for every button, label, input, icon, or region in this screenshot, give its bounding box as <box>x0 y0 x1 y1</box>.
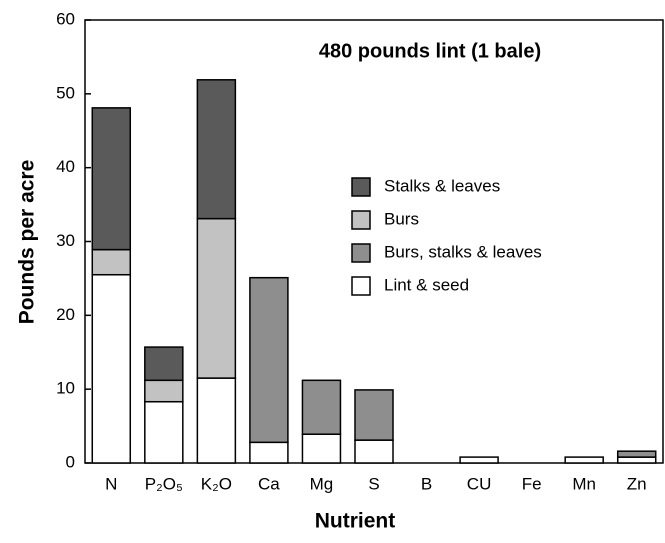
bar-segment <box>91 107 132 251</box>
bar-segment <box>196 377 237 464</box>
bar-segment <box>354 389 394 441</box>
bar-segment <box>616 450 657 458</box>
bar-segment <box>564 456 604 464</box>
bar-segment <box>249 441 289 464</box>
bar-segment <box>91 248 132 276</box>
bar-segment <box>249 276 289 444</box>
y-tick-label: 60 <box>56 9 75 28</box>
x-tick-label: Mg <box>310 474 334 493</box>
legend-label: Lint & seed <box>384 275 469 294</box>
x-tick-label: K₂O <box>201 474 232 493</box>
bar-segment <box>144 379 184 403</box>
y-tick-label: 40 <box>56 157 75 176</box>
legend-label: Stalks & leaves <box>384 176 500 195</box>
x-tick-label: P₂O₅ <box>145 474 183 493</box>
bar-segment <box>196 79 237 220</box>
bar-segment <box>91 273 132 464</box>
bar-segment <box>144 400 184 464</box>
legend-label: Burs, stalks & leaves <box>384 242 542 261</box>
bar-segment <box>301 433 342 464</box>
y-tick-label: 0 <box>66 452 75 471</box>
legend-swatch <box>351 177 371 197</box>
chart-title: 480 pounds lint (1 bale) <box>319 40 541 62</box>
bar-segment <box>301 379 342 435</box>
legend-swatch <box>351 276 371 296</box>
bar-segment <box>354 439 394 464</box>
x-tick-label: S <box>368 474 379 493</box>
x-tick-label: B <box>421 474 432 493</box>
bar-segment <box>459 456 499 464</box>
y-tick-label: 20 <box>56 305 75 324</box>
x-tick-label: Ca <box>258 474 280 493</box>
x-tick-label: Fe <box>522 474 542 493</box>
x-tick-label: CU <box>467 474 492 493</box>
bar-segment <box>616 456 657 464</box>
x-tick-label: Mn <box>572 474 596 493</box>
x-axis-label: Nutrient <box>315 510 396 533</box>
legend-label: Burs <box>384 209 419 228</box>
bar-segment <box>196 217 237 379</box>
legend-swatch <box>351 210 371 230</box>
x-tick-label: Zn <box>627 474 647 493</box>
y-tick-label: 10 <box>56 379 75 398</box>
legend-swatch <box>351 243 371 263</box>
y-tick-label: 50 <box>56 83 75 102</box>
y-tick-label: 30 <box>56 231 75 250</box>
bar-segment <box>144 346 184 382</box>
y-axis-label: Pounds per acre <box>16 160 39 325</box>
x-tick-label: N <box>105 474 117 493</box>
